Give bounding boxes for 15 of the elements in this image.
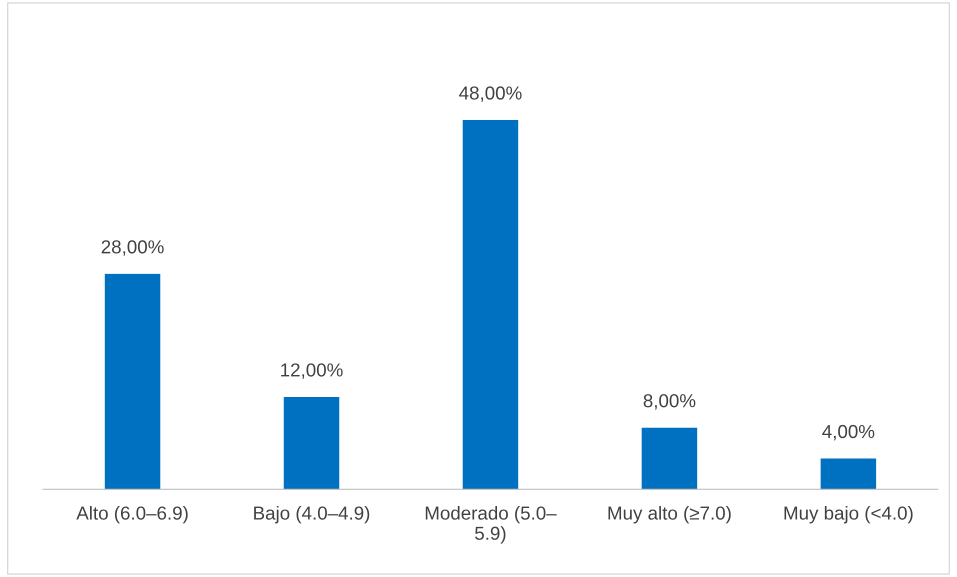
bar xyxy=(284,396,340,490)
data-label: 12,00% xyxy=(281,363,343,379)
x-tick-label: Moderado (5.0–5.9) xyxy=(426,506,557,544)
data-label: 4,00% xyxy=(822,424,874,440)
x-tick-label: Muy bajo (<4.0) xyxy=(784,506,913,524)
bar xyxy=(104,274,160,490)
x-tick-label: Alto (6.0–6.9) xyxy=(76,506,188,524)
bar xyxy=(642,428,698,490)
data-label: 28,00% xyxy=(102,240,164,256)
data-label: 48,00% xyxy=(459,86,522,102)
x-tick-label: Muy alto (≥7.0) xyxy=(608,506,731,524)
bar xyxy=(462,120,518,490)
bar xyxy=(820,458,876,490)
data-label: 8,00% xyxy=(644,394,696,410)
x-tick-label: Bajo (4.0–4.9) xyxy=(254,506,370,524)
